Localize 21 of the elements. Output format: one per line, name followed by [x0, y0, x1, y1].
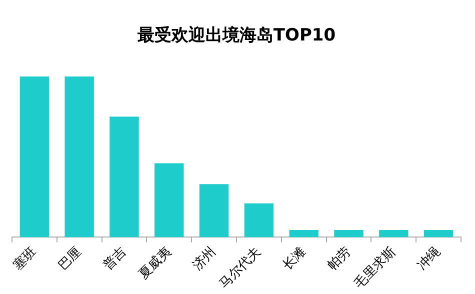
bar	[334, 230, 364, 238]
x-tick-label: 塞班	[10, 244, 40, 274]
x-tick-label: 马尔代夫	[216, 244, 264, 292]
bar	[20, 76, 50, 238]
x-tick-label: 普吉	[100, 244, 130, 274]
x-tick-label: 夏威夷	[136, 244, 174, 283]
bar	[424, 230, 454, 238]
bar	[64, 76, 94, 238]
bar	[289, 230, 318, 238]
x-tick-label: 毛里求斯	[351, 244, 399, 292]
x-tick-label: 济州	[190, 244, 220, 274]
x-tick-label: 长滩	[280, 244, 310, 274]
bar	[110, 116, 139, 238]
bar	[379, 230, 408, 238]
bar	[154, 163, 184, 238]
x-tick-label: 冲绳	[414, 244, 444, 274]
chart-title: 最受欢迎出境海岛TOP10	[136, 26, 336, 46]
x-tick-label: 帕劳	[324, 244, 354, 274]
bar	[244, 203, 274, 238]
x-tick-label: 巴厘	[56, 244, 85, 274]
bar	[199, 184, 229, 238]
